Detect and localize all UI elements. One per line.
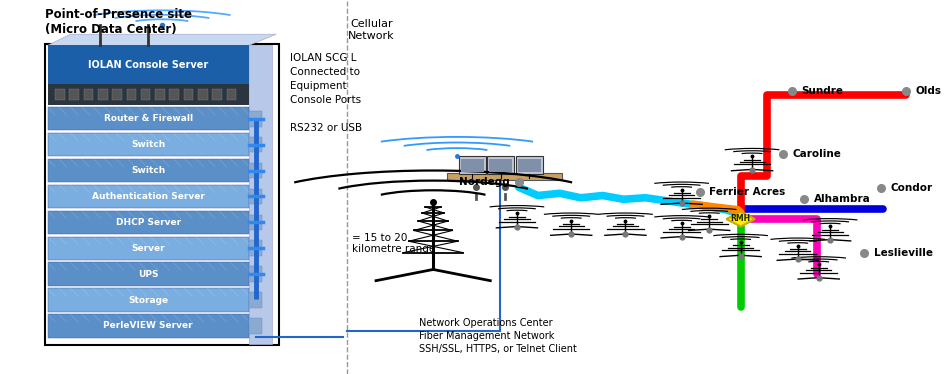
Bar <box>169 89 179 100</box>
Bar <box>48 46 248 83</box>
Bar <box>212 89 222 100</box>
Text: DHCP Server: DHCP Server <box>115 218 181 227</box>
Text: Point-of-Presence site
(Micro Data Center): Point-of-Presence site (Micro Data Cente… <box>45 8 191 36</box>
Text: Router & Firewall: Router & Firewall <box>104 114 192 123</box>
Bar <box>198 89 208 100</box>
Bar <box>461 159 484 172</box>
Bar <box>487 156 514 174</box>
Bar <box>184 89 193 100</box>
Text: = 15 to 20
kilometre range: = 15 to 20 kilometre range <box>352 233 435 254</box>
Bar <box>141 89 150 100</box>
Text: IOLAN Console Server: IOLAN Console Server <box>88 59 208 70</box>
Bar <box>48 159 248 182</box>
Text: RMH: RMH <box>730 214 751 223</box>
Bar <box>48 263 248 286</box>
Text: Sundre: Sundre <box>802 86 843 96</box>
Bar <box>248 189 263 204</box>
Text: Switch: Switch <box>131 140 166 149</box>
Bar <box>447 173 562 180</box>
Text: UPS: UPS <box>138 270 158 279</box>
Text: Cellular
Network: Cellular Network <box>348 19 394 41</box>
Bar <box>48 107 248 131</box>
Bar <box>155 89 165 100</box>
Text: Ferrier Acres: Ferrier Acres <box>709 187 785 197</box>
Bar <box>48 211 248 234</box>
Bar <box>459 156 486 174</box>
Text: Condor: Condor <box>890 183 932 193</box>
Bar <box>48 288 248 312</box>
Text: Server: Server <box>131 244 165 253</box>
Bar <box>98 89 108 100</box>
Text: Olds: Olds <box>916 86 942 96</box>
Bar <box>248 292 263 308</box>
Text: Switch: Switch <box>131 166 166 175</box>
Bar <box>84 89 93 100</box>
Polygon shape <box>48 34 276 46</box>
Bar <box>489 159 512 172</box>
Bar <box>48 185 248 208</box>
Bar <box>248 46 271 344</box>
Bar <box>248 215 263 230</box>
Text: Network Operations Center
Fiber Management Network
SSH/SSL, HTTPS, or Telnet Cli: Network Operations Center Fiber Manageme… <box>419 318 577 355</box>
Bar <box>227 89 236 100</box>
Text: Leslieville: Leslieville <box>874 248 933 258</box>
Text: Alhambra: Alhambra <box>814 194 871 204</box>
Text: Authentication Server: Authentication Server <box>91 192 205 201</box>
Polygon shape <box>726 212 755 227</box>
Text: Storage: Storage <box>129 295 169 304</box>
Text: Caroline: Caroline <box>792 149 841 159</box>
Bar <box>48 314 248 338</box>
Bar <box>48 133 248 156</box>
Bar <box>69 89 79 100</box>
Bar <box>45 45 279 345</box>
Bar <box>48 237 248 260</box>
Bar <box>55 89 65 100</box>
Bar <box>248 137 263 153</box>
Text: IOLAN SCG L
Connected to
Equipment
Console Ports

RS232 or USB: IOLAN SCG L Connected to Equipment Conso… <box>290 53 363 133</box>
Bar <box>248 111 263 126</box>
Bar <box>248 240 263 256</box>
Bar <box>248 163 263 178</box>
Text: PerleVIEW Server: PerleVIEW Server <box>104 321 193 330</box>
Bar <box>248 266 263 282</box>
Bar <box>516 156 543 174</box>
Bar <box>48 83 248 105</box>
Text: Nordegg: Nordegg <box>459 177 509 187</box>
Bar <box>127 89 136 100</box>
Bar <box>112 89 122 100</box>
Bar <box>248 318 263 334</box>
Bar <box>518 159 541 172</box>
